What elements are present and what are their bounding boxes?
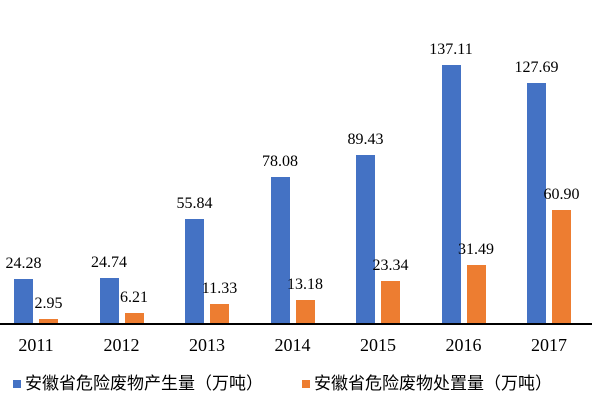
value-label-production-2015: 89.43 xyxy=(347,131,384,148)
bar-disposal-2014 xyxy=(295,300,315,325)
x-axis-label-2015: 2015 xyxy=(360,335,396,355)
bar-disposal-2011 xyxy=(39,319,58,325)
x-axis-label-2014: 2014 xyxy=(274,335,311,355)
bar-production-2013 xyxy=(185,219,204,325)
legend-label-disposal: 安徽省危险废物处置量（万吨） xyxy=(314,373,552,393)
bar-production-2015 xyxy=(356,155,375,325)
value-label-production-2017: 127.69 xyxy=(514,59,559,76)
x-axis-label-2012: 2012 xyxy=(103,335,140,355)
value-label-production-2016: 137.11 xyxy=(429,41,473,58)
x-axis-label-2013: 2013 xyxy=(189,335,225,355)
value-label-production-2014: 78.08 xyxy=(262,153,298,170)
bar-production-2011 xyxy=(14,279,33,325)
bar-disposal-2013 xyxy=(210,304,229,325)
bar-production-2012 xyxy=(99,278,119,325)
value-label-disposal-2015: 23.34 xyxy=(372,257,409,274)
bar-production-2016 xyxy=(441,65,461,325)
x-axis-line xyxy=(0,323,592,325)
legend-item-disposal: 安徽省危险废物处置量（万吨） xyxy=(302,374,552,394)
value-label-disposal-2012: 6.21 xyxy=(120,289,148,306)
value-label-disposal-2017: 60.90 xyxy=(543,186,580,203)
legend-label-production: 安徽省危险废物产生量（万吨） xyxy=(25,373,263,393)
value-label-production-2011: 24.28 xyxy=(5,255,42,272)
value-label-disposal-2013: 11.33 xyxy=(201,280,238,297)
value-label-production-2012: 24.74 xyxy=(91,254,127,271)
bar-production-2017 xyxy=(527,83,546,325)
bar-production-2014 xyxy=(270,177,290,325)
legend-item-production: 安徽省危险废物产生量（万吨） xyxy=(13,374,263,394)
x-axis-label-2016: 2016 xyxy=(445,335,482,355)
bar-disposal-2012 xyxy=(124,313,144,325)
value-label-disposal-2016: 31.49 xyxy=(458,241,494,258)
legend-swatch-production-icon xyxy=(13,380,21,388)
bar-disposal-2015 xyxy=(381,281,400,325)
value-label-disposal-2011: 2.95 xyxy=(34,295,63,312)
legend-swatch-disposal-icon xyxy=(302,380,310,388)
bar-disposal-2016 xyxy=(466,265,486,325)
x-axis-label-2011: 2011 xyxy=(18,335,54,355)
bar-disposal-2017 xyxy=(552,210,571,325)
value-label-disposal-2014: 13.18 xyxy=(287,276,323,293)
x-axis-label-2017: 2017 xyxy=(531,335,567,355)
value-label-production-2013: 55.84 xyxy=(176,195,213,212)
